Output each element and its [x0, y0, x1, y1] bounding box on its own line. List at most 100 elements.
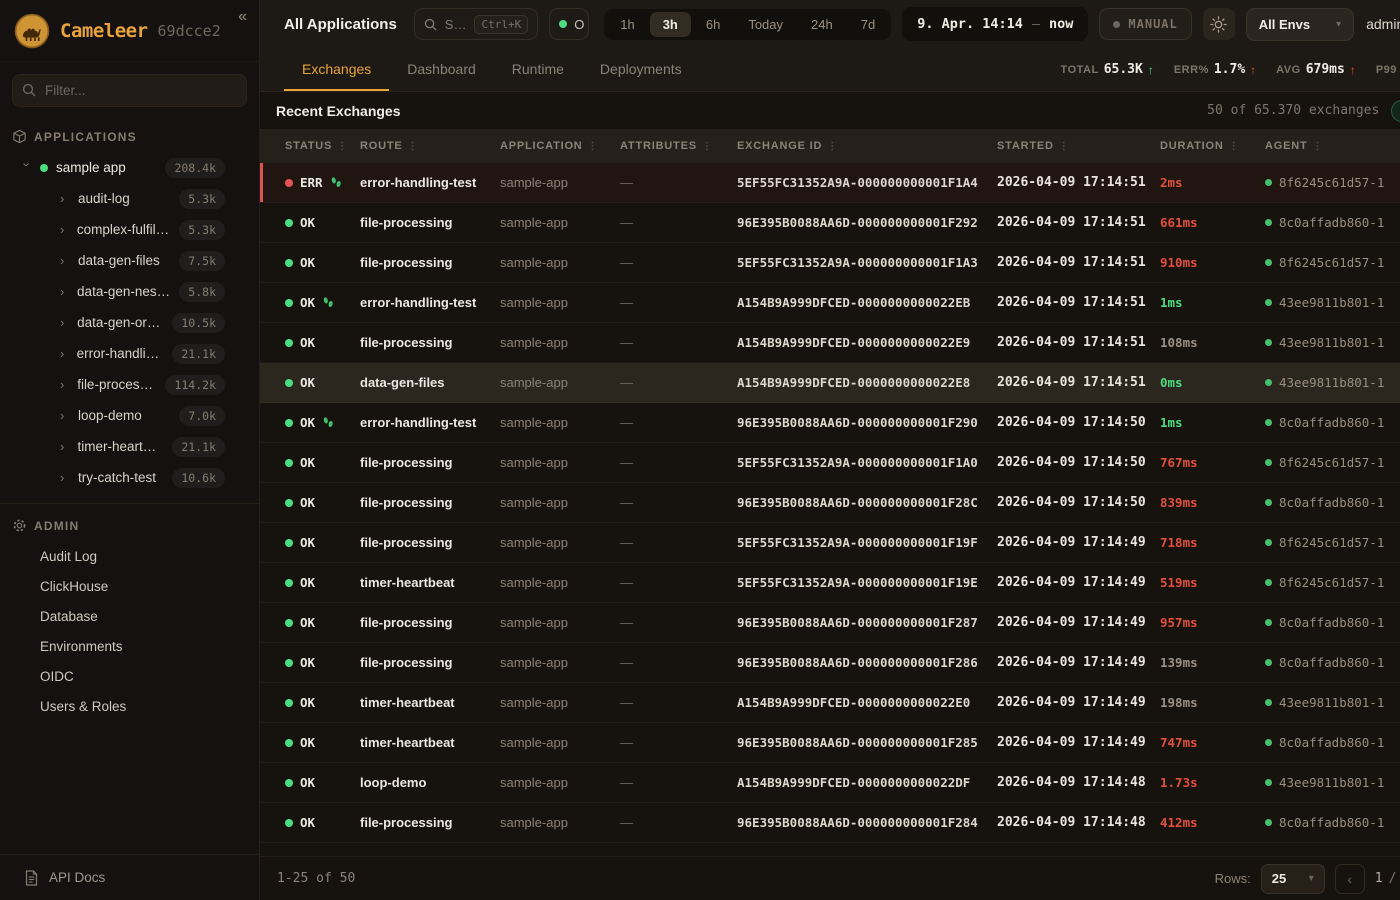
table-row[interactable]: OK file-processing sample-app — 5EF55FC3…: [260, 243, 1400, 283]
tab[interactable]: Runtime: [494, 48, 582, 91]
exchange-count-text: 50 of 65.370 exchanges: [1207, 103, 1380, 118]
chevron-down-icon[interactable]: ›: [19, 162, 35, 167]
sidebar-item-sample-app[interactable]: › sample app 208.4k: [0, 152, 259, 183]
theme-toggle-button[interactable]: [1202, 8, 1235, 40]
table-row[interactable]: OK timer-heartbeat sample-app — 96E395B0…: [260, 723, 1400, 763]
sidebar-route-item[interactable]: › data-gen-files 7.5k: [0, 245, 259, 276]
sidebar-item-api-docs[interactable]: API Docs: [0, 854, 259, 900]
agent-id: 8c0affadb860-1: [1279, 615, 1385, 630]
route-label: data-gen-neste…: [77, 284, 170, 299]
agent-id: 8f6245c61d57-1: [1279, 575, 1385, 590]
footprints-icon: [322, 296, 334, 309]
time-range-button[interactable]: 6h: [705, 16, 721, 32]
column-header[interactable]: EXCHANGE ID ⋮: [737, 140, 997, 152]
sidebar-route-item[interactable]: › error-handling-… 21.1k: [0, 338, 259, 369]
sidebar-admin-item[interactable]: Users & Roles: [0, 691, 259, 721]
column-header[interactable]: ATTRIBUTES ⋮: [620, 140, 737, 152]
api-docs-label: API Docs: [49, 870, 106, 885]
table-row[interactable]: ERR error-handling-test sample-app — 5EF…: [260, 163, 1400, 203]
status-cell: OK: [285, 215, 360, 230]
route-count-badge: 10.6k: [172, 467, 225, 488]
sidebar-admin-item[interactable]: Environments: [0, 631, 259, 661]
time-range-button[interactable]: 1h: [620, 16, 635, 32]
table-row[interactable]: OK loop-demo sample-app — A154B9A999DFCE…: [260, 763, 1400, 803]
sidebar-admin-item[interactable]: Audit Log: [0, 541, 259, 571]
sidebar-route-item[interactable]: › timer-heartbeat 21.1k: [0, 431, 259, 462]
sidebar-collapse-icon[interactable]: «: [238, 8, 247, 25]
sidebar-route-item[interactable]: › loop-demo 7.0k: [0, 400, 259, 431]
chevron-right-icon[interactable]: ›: [60, 222, 65, 237]
sidebar-route-item[interactable]: › data-gen-orders 10.5k: [0, 307, 259, 338]
application-cell: sample-app: [500, 455, 568, 470]
table-row[interactable]: OK data-gen-files sample-app — A154B9A99…: [260, 363, 1400, 403]
chevron-right-icon[interactable]: ›: [60, 408, 65, 423]
status-cell: OK: [285, 815, 360, 830]
sidebar-route-item[interactable]: › audit-log 5.3k: [0, 183, 259, 214]
page-title: Recent Exchanges: [276, 102, 401, 119]
chevron-right-icon[interactable]: ›: [60, 253, 65, 268]
table-row[interactable]: OK file-processing sample-app — 96E395B0…: [260, 203, 1400, 243]
tab[interactable]: Exchanges: [284, 48, 390, 91]
time-range-button[interactable]: 24h: [811, 16, 833, 32]
environment-select[interactable]: All Envs ▾: [1245, 7, 1355, 41]
sidebar-admin-item[interactable]: ClickHouse: [0, 571, 259, 601]
started-cell: 2026-04-09 17:14:48: [997, 775, 1146, 790]
sidebar-admin-item[interactable]: Database: [0, 601, 259, 631]
chevron-right-icon[interactable]: ›: [60, 470, 65, 485]
sidebar-route-item[interactable]: › data-gen-neste… 5.8k: [0, 276, 259, 307]
manual-refresh-button[interactable]: MANUAL: [1099, 8, 1192, 40]
global-search-button[interactable]: S… Ctrl+K: [413, 8, 539, 40]
route-count-badge: 5.8k: [179, 281, 225, 302]
table-row[interactable]: OK file-processing sample-app — 96E395B0…: [260, 803, 1400, 843]
chevron-right-icon[interactable]: ›: [60, 439, 65, 454]
tab[interactable]: Dashboard: [389, 48, 494, 91]
route-count-badge: 7.0k: [179, 405, 225, 426]
tab[interactable]: Deployments: [582, 48, 700, 91]
time-range-button[interactable]: 7d: [860, 16, 876, 32]
chevron-right-icon[interactable]: ›: [60, 377, 65, 392]
status-label: OK: [300, 455, 316, 470]
table-row[interactable]: OK timer-heartbeat sample-app — A154B9A9…: [260, 683, 1400, 723]
exchange-id-cell: 96E395B0088AA6D-000000000001F284: [737, 815, 978, 830]
column-header[interactable]: DURATION ⋮: [1160, 140, 1265, 152]
started-cell: 2026-04-09 17:14:51: [997, 375, 1146, 390]
auto-refresh-badge[interactable]: AUTO: [1391, 99, 1400, 122]
sidebar-admin-item[interactable]: OIDC: [0, 661, 259, 691]
column-header[interactable]: APPLICATION ⋮: [500, 140, 620, 152]
time-range-button[interactable]: 3h: [649, 11, 691, 37]
chevron-right-icon[interactable]: ›: [60, 191, 65, 206]
table-row[interactable]: OK error-handling-test sample-app — A154…: [260, 283, 1400, 323]
sidebar-route-item[interactable]: › complex-fulfillm… 5.3k: [0, 214, 259, 245]
filter-input[interactable]: [12, 74, 247, 107]
live-status-button[interactable]: O: [549, 8, 590, 40]
date-separator: –: [1031, 16, 1041, 32]
exchange-id-cell: 5EF55FC31352A9A-000000000001F1A0: [737, 455, 978, 470]
current-page: 1: [1374, 871, 1383, 886]
table-row[interactable]: OK file-processing sample-app — 5EF55FC3…: [260, 443, 1400, 483]
rows-per-page-select[interactable]: 25 ▾: [1260, 863, 1325, 894]
column-header[interactable]: AGENT ⋮: [1265, 140, 1400, 152]
chevron-right-icon[interactable]: ›: [60, 315, 65, 330]
table-row[interactable]: OK timer-heartbeat sample-app — 5EF55FC3…: [260, 563, 1400, 603]
column-header[interactable]: STATUS ⋮: [285, 140, 360, 152]
column-header[interactable]: ROUTE ⋮: [360, 140, 500, 152]
stat-value: 1.7%: [1213, 62, 1246, 77]
table-row[interactable]: OK file-processing sample-app — 96E395B0…: [260, 483, 1400, 523]
table-row[interactable]: OK file-processing sample-app — 5EF55FC3…: [260, 523, 1400, 563]
column-header[interactable]: STARTED ⋮: [997, 140, 1160, 152]
agent-cell: 43ee9811b801-1: [1265, 335, 1400, 350]
table-row[interactable]: OK error-handling-test sample-app — 96E3…: [260, 403, 1400, 443]
table-row[interactable]: OK file-processing sample-app — A154B9A9…: [260, 323, 1400, 363]
chevron-right-icon[interactable]: ›: [60, 284, 65, 299]
pagination-controls: Rows: 25 ▾ ‹ 1 / 2 ›: [1215, 863, 1400, 894]
chevron-right-icon[interactable]: ›: [60, 346, 65, 361]
sidebar-route-item[interactable]: › file-processing 114.2k: [0, 369, 259, 400]
table-row[interactable]: OK file-processing sample-app — 96E395B0…: [260, 603, 1400, 643]
sort-indicator-icon: ⋮: [1058, 140, 1070, 152]
prev-page-button[interactable]: ‹: [1334, 863, 1365, 894]
sidebar-route-item[interactable]: › try-catch-test 10.6k: [0, 462, 259, 493]
table-row[interactable]: OK file-processing sample-app — 96E395B0…: [260, 643, 1400, 683]
date-range-display[interactable]: 9. Apr. 14:14 – now: [902, 7, 1089, 41]
exchange-id-cell: 96E395B0088AA6D-000000000001F287: [737, 615, 978, 630]
time-range-button[interactable]: Today: [748, 16, 784, 32]
